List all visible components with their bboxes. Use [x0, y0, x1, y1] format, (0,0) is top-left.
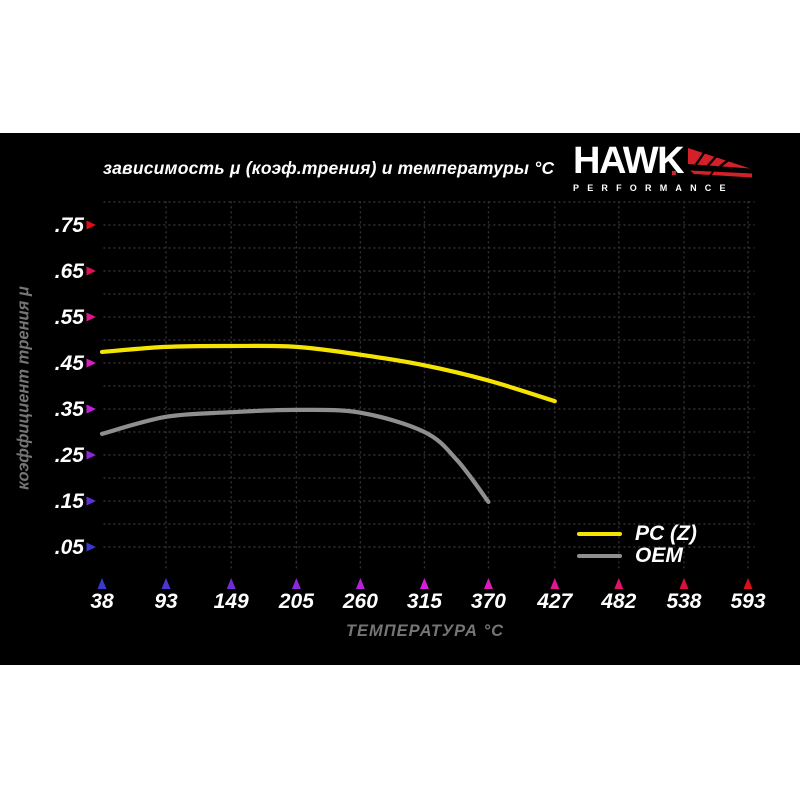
- y-axis-title: коэффициент трения μ: [14, 286, 33, 490]
- x-tick-label: 427: [536, 590, 573, 613]
- legend-line-oem: [577, 553, 622, 559]
- y-tick-label: .75: [55, 214, 85, 237]
- y-tick-label: .35: [55, 398, 85, 421]
- y-tick-arrow: [86, 220, 96, 230]
- x-tick-arrow: [291, 578, 301, 589]
- x-tick-arrow: [161, 578, 171, 589]
- hawk-wing-icon: [688, 148, 752, 178]
- series-line-oem: [99, 407, 491, 504]
- y-tick-label: .05: [55, 536, 85, 559]
- y-tick-label: .45: [55, 352, 85, 375]
- chart-panel: [0, 133, 800, 665]
- legend-line-pcz: [577, 531, 622, 537]
- x-tick-label: 38: [90, 590, 114, 613]
- x-tick-label: 315: [407, 590, 442, 613]
- logo-brand-text: HAWK: [573, 140, 685, 182]
- logo-dot: [672, 171, 676, 175]
- x-tick-arrow: [97, 578, 107, 589]
- logo-row: HAWK: [573, 142, 755, 180]
- legend: PC (Z) OEM: [577, 522, 697, 567]
- x-tick-label: 538: [666, 590, 701, 613]
- hawk-logo: HAWK PERFORMANCE: [573, 142, 755, 193]
- chart-title: зависимость μ (коэф.трения) и температур…: [103, 158, 555, 178]
- x-axis-title: ТЕМПЕРАТУРА °C: [345, 622, 505, 640]
- x-tick-arrow: [743, 578, 753, 589]
- y-tick-arrow: [86, 496, 96, 506]
- logo-performance-text: PERFORMANCE: [573, 183, 734, 193]
- x-tick-arrow: [550, 578, 560, 589]
- legend-label-oem: OEM: [635, 544, 683, 567]
- y-tick-arrow: [86, 358, 96, 368]
- x-tick-arrow: [679, 578, 689, 589]
- x-tick-label: 205: [278, 590, 314, 613]
- y-tick-arrow: [86, 404, 96, 414]
- legend-label-pcz: PC (Z): [635, 522, 697, 545]
- x-tick-label: 370: [471, 590, 506, 613]
- y-tick-arrow: [86, 450, 96, 460]
- y-tick-label: .15: [55, 490, 85, 513]
- y-tick-label: .65: [55, 260, 85, 283]
- series-line-pcz: [99, 343, 557, 404]
- y-tick-arrow: [86, 312, 96, 322]
- y-tick-arrow: [86, 266, 96, 276]
- x-tick-arrow: [226, 578, 236, 589]
- x-tick-arrow: [419, 578, 429, 589]
- x-tick-label: 482: [600, 590, 636, 613]
- x-tick-label: 149: [214, 590, 249, 613]
- x-tick-arrow: [614, 578, 624, 589]
- x-tick-label: 593: [730, 590, 765, 613]
- legend-item-oem: OEM: [577, 544, 697, 567]
- y-tick-arrow: [86, 542, 96, 552]
- y-tick-label: .25: [55, 444, 85, 467]
- x-tick-label: 93: [154, 590, 178, 613]
- y-tick-label: .55: [55, 306, 85, 329]
- x-tick-label: 260: [342, 590, 378, 613]
- legend-item-pcz: PC (Z): [577, 522, 697, 545]
- x-tick-arrow: [483, 578, 493, 589]
- x-tick-arrow: [355, 578, 365, 589]
